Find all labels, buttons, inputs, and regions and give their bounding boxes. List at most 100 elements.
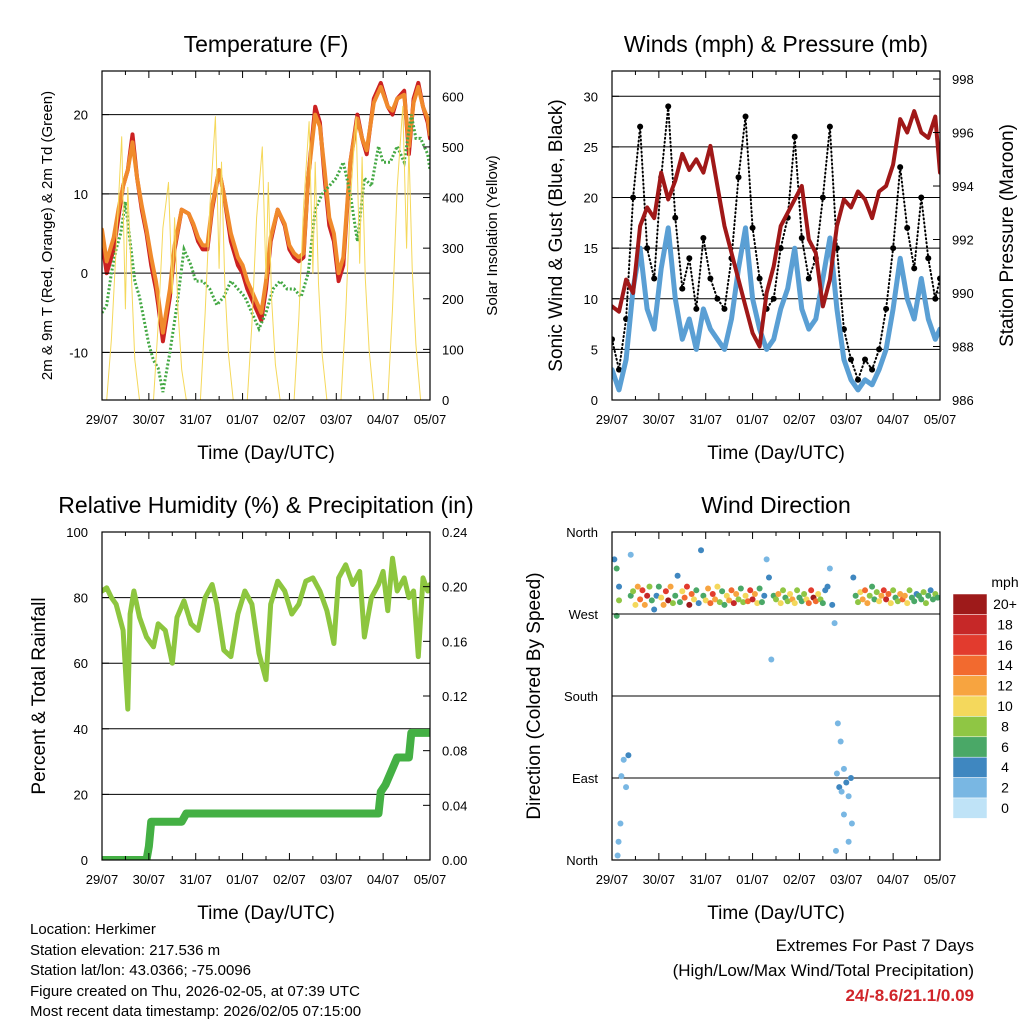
x-axis-label: Time (Day/UTC) <box>197 443 335 464</box>
y-tick-label-right: 990 <box>952 286 974 301</box>
direction-point <box>906 587 913 594</box>
direction-point <box>695 600 702 607</box>
direction-point <box>730 600 737 607</box>
x-tick-label: 03/07 <box>320 412 353 427</box>
y-tick-label: North <box>566 525 598 540</box>
direction-point <box>651 606 658 613</box>
direction-point <box>667 583 674 590</box>
direction-point <box>716 599 723 606</box>
direction-point <box>819 600 826 607</box>
x-axis-label: Time (Day/UTC) <box>707 443 845 464</box>
extremes-values: 24/-8.6/21.1/0.09 <box>845 986 974 1005</box>
y-tick-label-right: 996 <box>952 126 974 141</box>
direction-point <box>843 779 850 786</box>
info-elevation: Station elevation: 217.536 m <box>30 941 221 959</box>
direction-point <box>765 574 772 581</box>
info-created: Figure created on Thu, 2026-02-05, at 07… <box>30 982 360 1000</box>
x-tick-label: 04/07 <box>367 872 400 887</box>
2m-temperature-series <box>102 80 430 344</box>
legend-swatch <box>952 756 988 778</box>
direction-point <box>627 551 634 558</box>
direction-point <box>756 585 763 592</box>
y-tick-label: South <box>564 689 598 704</box>
direction-point <box>829 601 836 608</box>
direction-point <box>845 838 852 845</box>
direction-point <box>754 600 761 607</box>
direction-point <box>918 596 925 603</box>
direction-point <box>929 596 936 603</box>
direction-point <box>885 590 892 597</box>
y-tick-label: 5 <box>591 342 598 357</box>
legend-label: 20+ <box>993 596 1017 612</box>
direction-point <box>922 600 929 607</box>
direction-point <box>857 589 864 596</box>
direction-point <box>925 592 932 599</box>
direction-point <box>840 765 847 772</box>
direction-point <box>700 592 707 599</box>
direction-point <box>688 590 695 597</box>
direction-point <box>665 597 672 604</box>
direction-point <box>855 599 861 606</box>
direction-point <box>864 600 871 607</box>
direction-point <box>641 601 648 608</box>
direction-point <box>845 793 852 800</box>
direction-point <box>876 598 883 605</box>
direction-point <box>852 592 859 599</box>
direction-point <box>634 583 641 590</box>
direction-point <box>927 587 934 594</box>
direction-point <box>862 587 869 594</box>
direction-point <box>784 598 791 605</box>
x-tick-label: 29/07 <box>86 872 119 887</box>
x-tick-label: 03/07 <box>830 412 863 427</box>
direction-point <box>775 590 782 597</box>
legend-swatch <box>952 777 988 799</box>
direction-point <box>878 592 885 599</box>
plot-area <box>612 547 940 859</box>
direction-point <box>693 587 700 594</box>
direction-point <box>901 592 908 599</box>
direction-point <box>866 592 873 599</box>
x-tick-label: 01/07 <box>226 872 259 887</box>
legend-swatch <box>952 654 988 676</box>
direction-point <box>873 589 880 596</box>
plot-frame <box>611 70 941 401</box>
direction-point <box>840 811 847 818</box>
chart-panel-4: 29/07 30/07 31/07 01/07 02/07 03/07 04/07 05/07… <box>524 492 1019 924</box>
info-latlon: Station lat/lon: 43.0366; -75.0096 <box>30 962 252 979</box>
direction-point <box>660 601 667 608</box>
extremes-title: Extremes For Past 7 Days <box>775 936 974 955</box>
y-tick-label: North <box>566 853 598 868</box>
direction-point <box>676 599 683 606</box>
direction-point <box>834 720 841 727</box>
y-tick-label: 20 <box>74 787 88 802</box>
direction-point <box>808 587 815 594</box>
direction-point <box>632 601 639 608</box>
chart-panel-3: 29/07 30/07 31/07 01/07 02/07 03/07 04/07 05/07… <box>29 492 474 924</box>
direction-point <box>744 598 751 605</box>
x-tick-label: 30/07 <box>643 412 676 427</box>
direction-point <box>847 775 854 781</box>
gust-point <box>904 224 911 231</box>
x-tick-label: 29/07 <box>596 872 629 887</box>
direction-point <box>646 583 653 590</box>
x-tick-label: 05/07 <box>924 412 957 427</box>
direction-point <box>768 656 775 663</box>
y-tick-label: -10 <box>69 345 88 360</box>
legend-label: 2 <box>1001 780 1009 796</box>
x-tick-label: 31/07 <box>689 412 722 427</box>
x-tick-label: 29/07 <box>86 412 119 427</box>
direction-point <box>658 594 665 601</box>
direction-point <box>653 592 660 599</box>
direction-point <box>728 587 735 594</box>
direction-point <box>681 594 688 601</box>
y-tick-label: 20 <box>584 191 598 206</box>
legend-label: 10 <box>997 698 1013 714</box>
chart-panel-2: 29/07 30/07 31/07 01/07 02/07 03/07 04/07 05/07… <box>546 31 1018 464</box>
relative-humidity-series <box>102 555 430 712</box>
x-tick-label: 05/07 <box>414 412 447 427</box>
y-tick-label-right: 200 <box>442 292 464 307</box>
legend-title: mph <box>991 574 1018 590</box>
direction-point <box>648 597 655 604</box>
direction-point <box>617 820 624 827</box>
direction-point <box>761 592 768 599</box>
